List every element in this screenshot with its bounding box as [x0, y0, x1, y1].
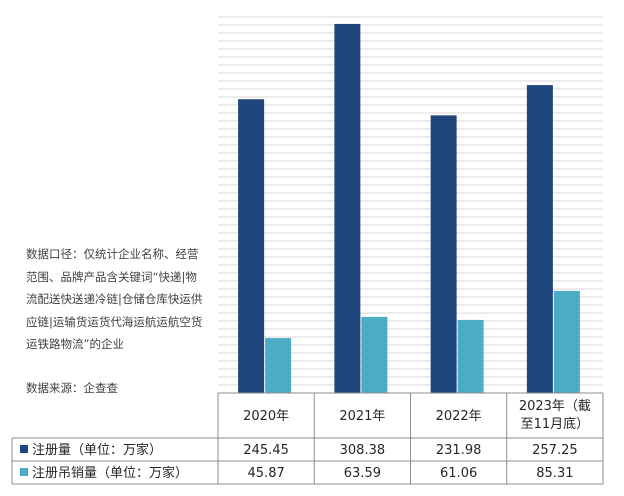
- data-label: 257.25: [532, 443, 578, 458]
- data-label: 231.98: [436, 443, 482, 458]
- data-label: 245.45: [243, 443, 289, 458]
- data-source-note: 数据来源：企查查: [26, 381, 118, 395]
- legend-key: [20, 468, 28, 476]
- data-label: 45.87: [248, 466, 285, 481]
- legend-key: [20, 445, 28, 453]
- bar-registered: [238, 99, 265, 394]
- bar-cancelled: [457, 319, 484, 393]
- bar-registered: [430, 115, 457, 393]
- x-tick-label: 2020年: [243, 409, 289, 424]
- x-tick-label: 2021年: [339, 409, 385, 424]
- legend-label: 注册吊销量（单位：万家）: [32, 465, 188, 481]
- bar-registered: [526, 85, 553, 393]
- x-tick-label: 2022年: [436, 409, 482, 424]
- data-label: 63.59: [344, 466, 381, 481]
- bar-cancelled: [361, 316, 388, 393]
- data-label: 85.31: [536, 466, 573, 481]
- bar-cancelled: [553, 290, 580, 393]
- data-table: 2020年 2021年 2022年 2023年（截至11月底） 注册量（单位：万家） 24…: [11, 392, 604, 485]
- data-label: 61.06: [440, 466, 477, 481]
- legend-label: 注册量（单位：万家）: [32, 442, 162, 458]
- data-scope-note: 数据口径：仅统计企业名称、经营范围、品牌产品含关键词“快递|物流配送快送递冷链|…: [26, 247, 203, 351]
- data-label: 308.38: [340, 443, 386, 458]
- x-tick-label: 2023年（截至11月底）: [519, 399, 591, 432]
- bar-cancelled: [265, 338, 292, 393]
- bar-registered: [334, 23, 361, 394]
